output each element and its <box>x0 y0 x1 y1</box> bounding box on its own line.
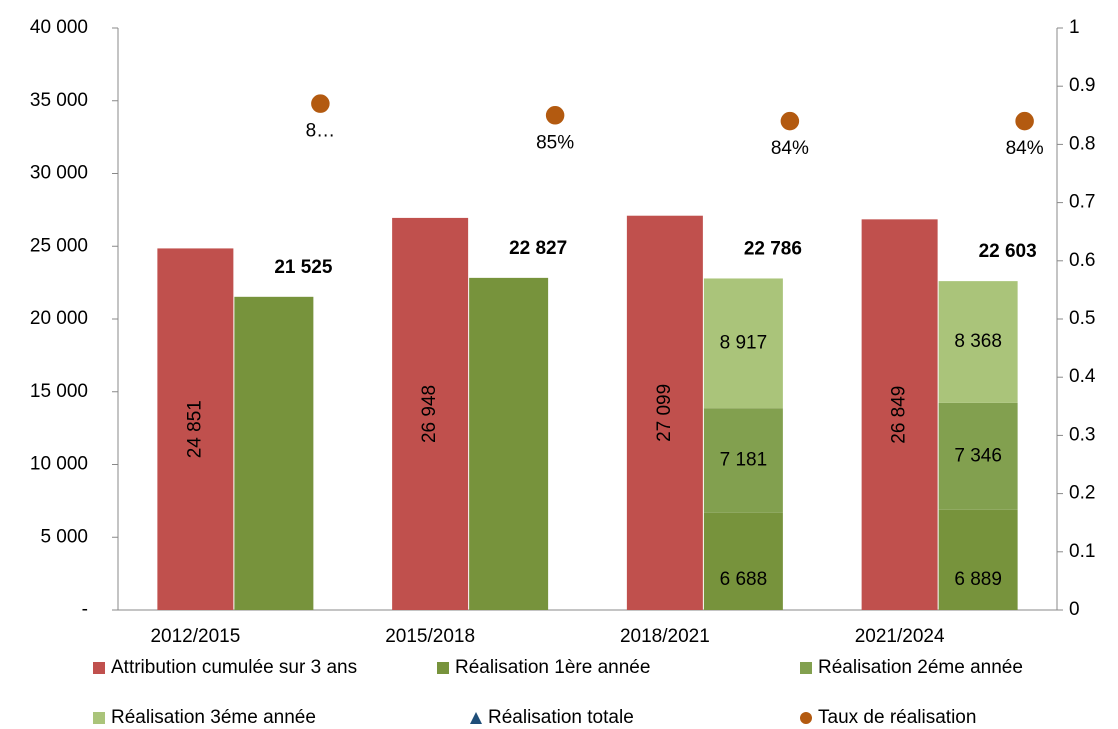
y-tick-label: - <box>82 599 88 620</box>
y2-tick-label: 0.6 <box>1069 250 1095 271</box>
total-marker <box>973 276 983 285</box>
total-label: 21 525 <box>274 257 333 278</box>
legend-label: Taux de réalisation <box>818 707 976 728</box>
legend-label: Attribution cumulée sur 3 ans <box>111 657 357 678</box>
legend-label: Réalisation 2éme année <box>818 657 1023 678</box>
x-tick-label: 2021/2024 <box>855 626 945 647</box>
bar-segment <box>703 278 783 409</box>
y2-tick-label: 0.8 <box>1069 133 1095 154</box>
total-label: 22 827 <box>509 238 567 259</box>
total-label: 22 786 <box>744 238 802 259</box>
bar-label: 6 889 <box>954 569 1002 590</box>
x-tick-label: 2018/2021 <box>620 626 710 647</box>
rate-dot <box>779 110 801 132</box>
bar-segment <box>938 402 1018 510</box>
y-tick-label: 5 000 <box>40 526 88 547</box>
legend-swatch <box>470 712 482 724</box>
bar-label: 24 851 <box>184 400 205 458</box>
total-label: 22 603 <box>979 241 1037 262</box>
total-marker <box>738 273 748 282</box>
y2-tick-label: 0.9 <box>1069 75 1095 96</box>
bar-segment <box>703 512 783 610</box>
rate-dot <box>309 92 332 115</box>
bar-label: 7 181 <box>720 449 768 470</box>
y-tick-label: 35 000 <box>30 90 88 111</box>
y2-tick-label: 0.3 <box>1069 424 1095 445</box>
bar <box>626 215 703 611</box>
rate-label: 84% <box>771 138 809 159</box>
bar-label: 8 368 <box>954 331 1002 352</box>
legend-swatch <box>800 712 812 724</box>
bar-segment <box>938 281 1018 403</box>
legend-label: Réalisation 1ère année <box>455 657 650 678</box>
total-marker <box>503 273 513 282</box>
x-tick-label: 2012/2015 <box>150 626 240 647</box>
y-tick-label: 25 000 <box>30 235 88 256</box>
bar-segment <box>703 408 783 513</box>
bar <box>861 219 938 610</box>
y2-tick-label: 0.7 <box>1069 192 1095 213</box>
bar-segment <box>469 277 549 610</box>
total-marker <box>268 292 278 301</box>
legend-swatch <box>93 712 105 724</box>
bar-label: 26 948 <box>419 385 440 443</box>
legend-swatch <box>437 662 449 674</box>
y-tick-label: 15 000 <box>30 381 88 402</box>
rate-dot <box>1013 110 1036 132</box>
x-tick-label: 2015/2018 <box>385 626 475 647</box>
bar-segment <box>234 296 314 610</box>
y2-tick-label: 0.1 <box>1069 541 1095 562</box>
bar-label: 27 099 <box>654 384 675 442</box>
legend-label: Réalisation totale <box>488 707 634 728</box>
bar <box>157 248 234 610</box>
bar-label: 7 346 <box>954 445 1002 466</box>
y2-tick-label: 0.2 <box>1069 483 1095 504</box>
rate-label: 85% <box>536 132 574 153</box>
y2-tick-label: 0 <box>1069 599 1080 620</box>
y-tick-label: 20 000 <box>30 308 88 329</box>
legend-label: Réalisation 3éme année <box>111 707 316 728</box>
bar-label: 26 849 <box>889 386 910 444</box>
y2-tick-label: 1 <box>1069 17 1080 38</box>
y-tick-label: 30 000 <box>30 163 88 184</box>
rate-label: 8… <box>306 121 336 142</box>
y-tick-label: 10 000 <box>30 454 88 475</box>
y-tick-label: 40 000 <box>30 17 88 38</box>
bar-label: 8 917 <box>720 332 768 353</box>
y2-tick-label: 0.5 <box>1069 308 1095 329</box>
bar-segment <box>938 509 1018 610</box>
legend-swatch <box>93 662 105 674</box>
bar-label: 6 688 <box>720 569 768 590</box>
rate-label: 84% <box>1006 138 1044 159</box>
legend-swatch <box>800 662 812 674</box>
y2-tick-label: 0.4 <box>1069 366 1096 387</box>
bar <box>392 217 469 610</box>
rate-dot <box>544 104 566 127</box>
